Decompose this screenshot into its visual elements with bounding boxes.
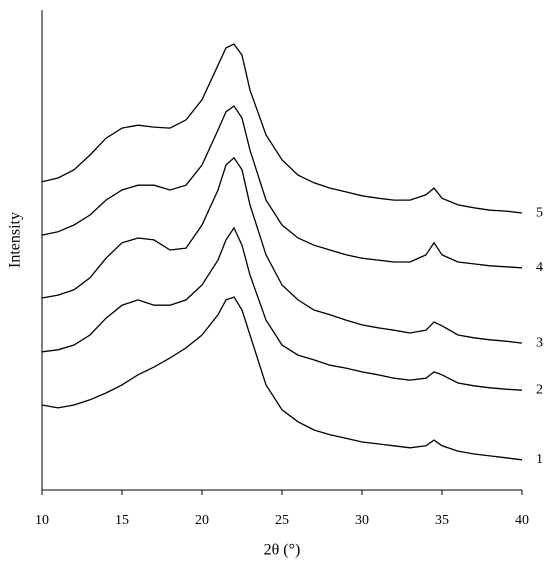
x-tick-label: 20 [195, 513, 209, 528]
series-line [41, 105, 523, 269]
series-line [41, 226, 523, 391]
x-tick-label: 30 [355, 513, 369, 528]
y-axis-title: Intensity [7, 212, 24, 268]
series-label: 1 [536, 452, 543, 467]
series-label: 2 [536, 382, 543, 397]
x-tick-label: 25 [275, 513, 289, 528]
series-line [41, 156, 523, 344]
x-tick-label: 10 [35, 513, 49, 528]
series-label: 3 [536, 335, 543, 350]
series-line [41, 43, 523, 214]
series-line [41, 296, 523, 461]
x-axis-title: 2θ (°) [264, 542, 301, 559]
series-label: 4 [536, 260, 543, 275]
x-tick-label: 35 [435, 513, 449, 528]
x-tick-label: 40 [515, 513, 529, 528]
series-label: 5 [536, 205, 543, 220]
x-tick-label: 15 [115, 513, 129, 528]
